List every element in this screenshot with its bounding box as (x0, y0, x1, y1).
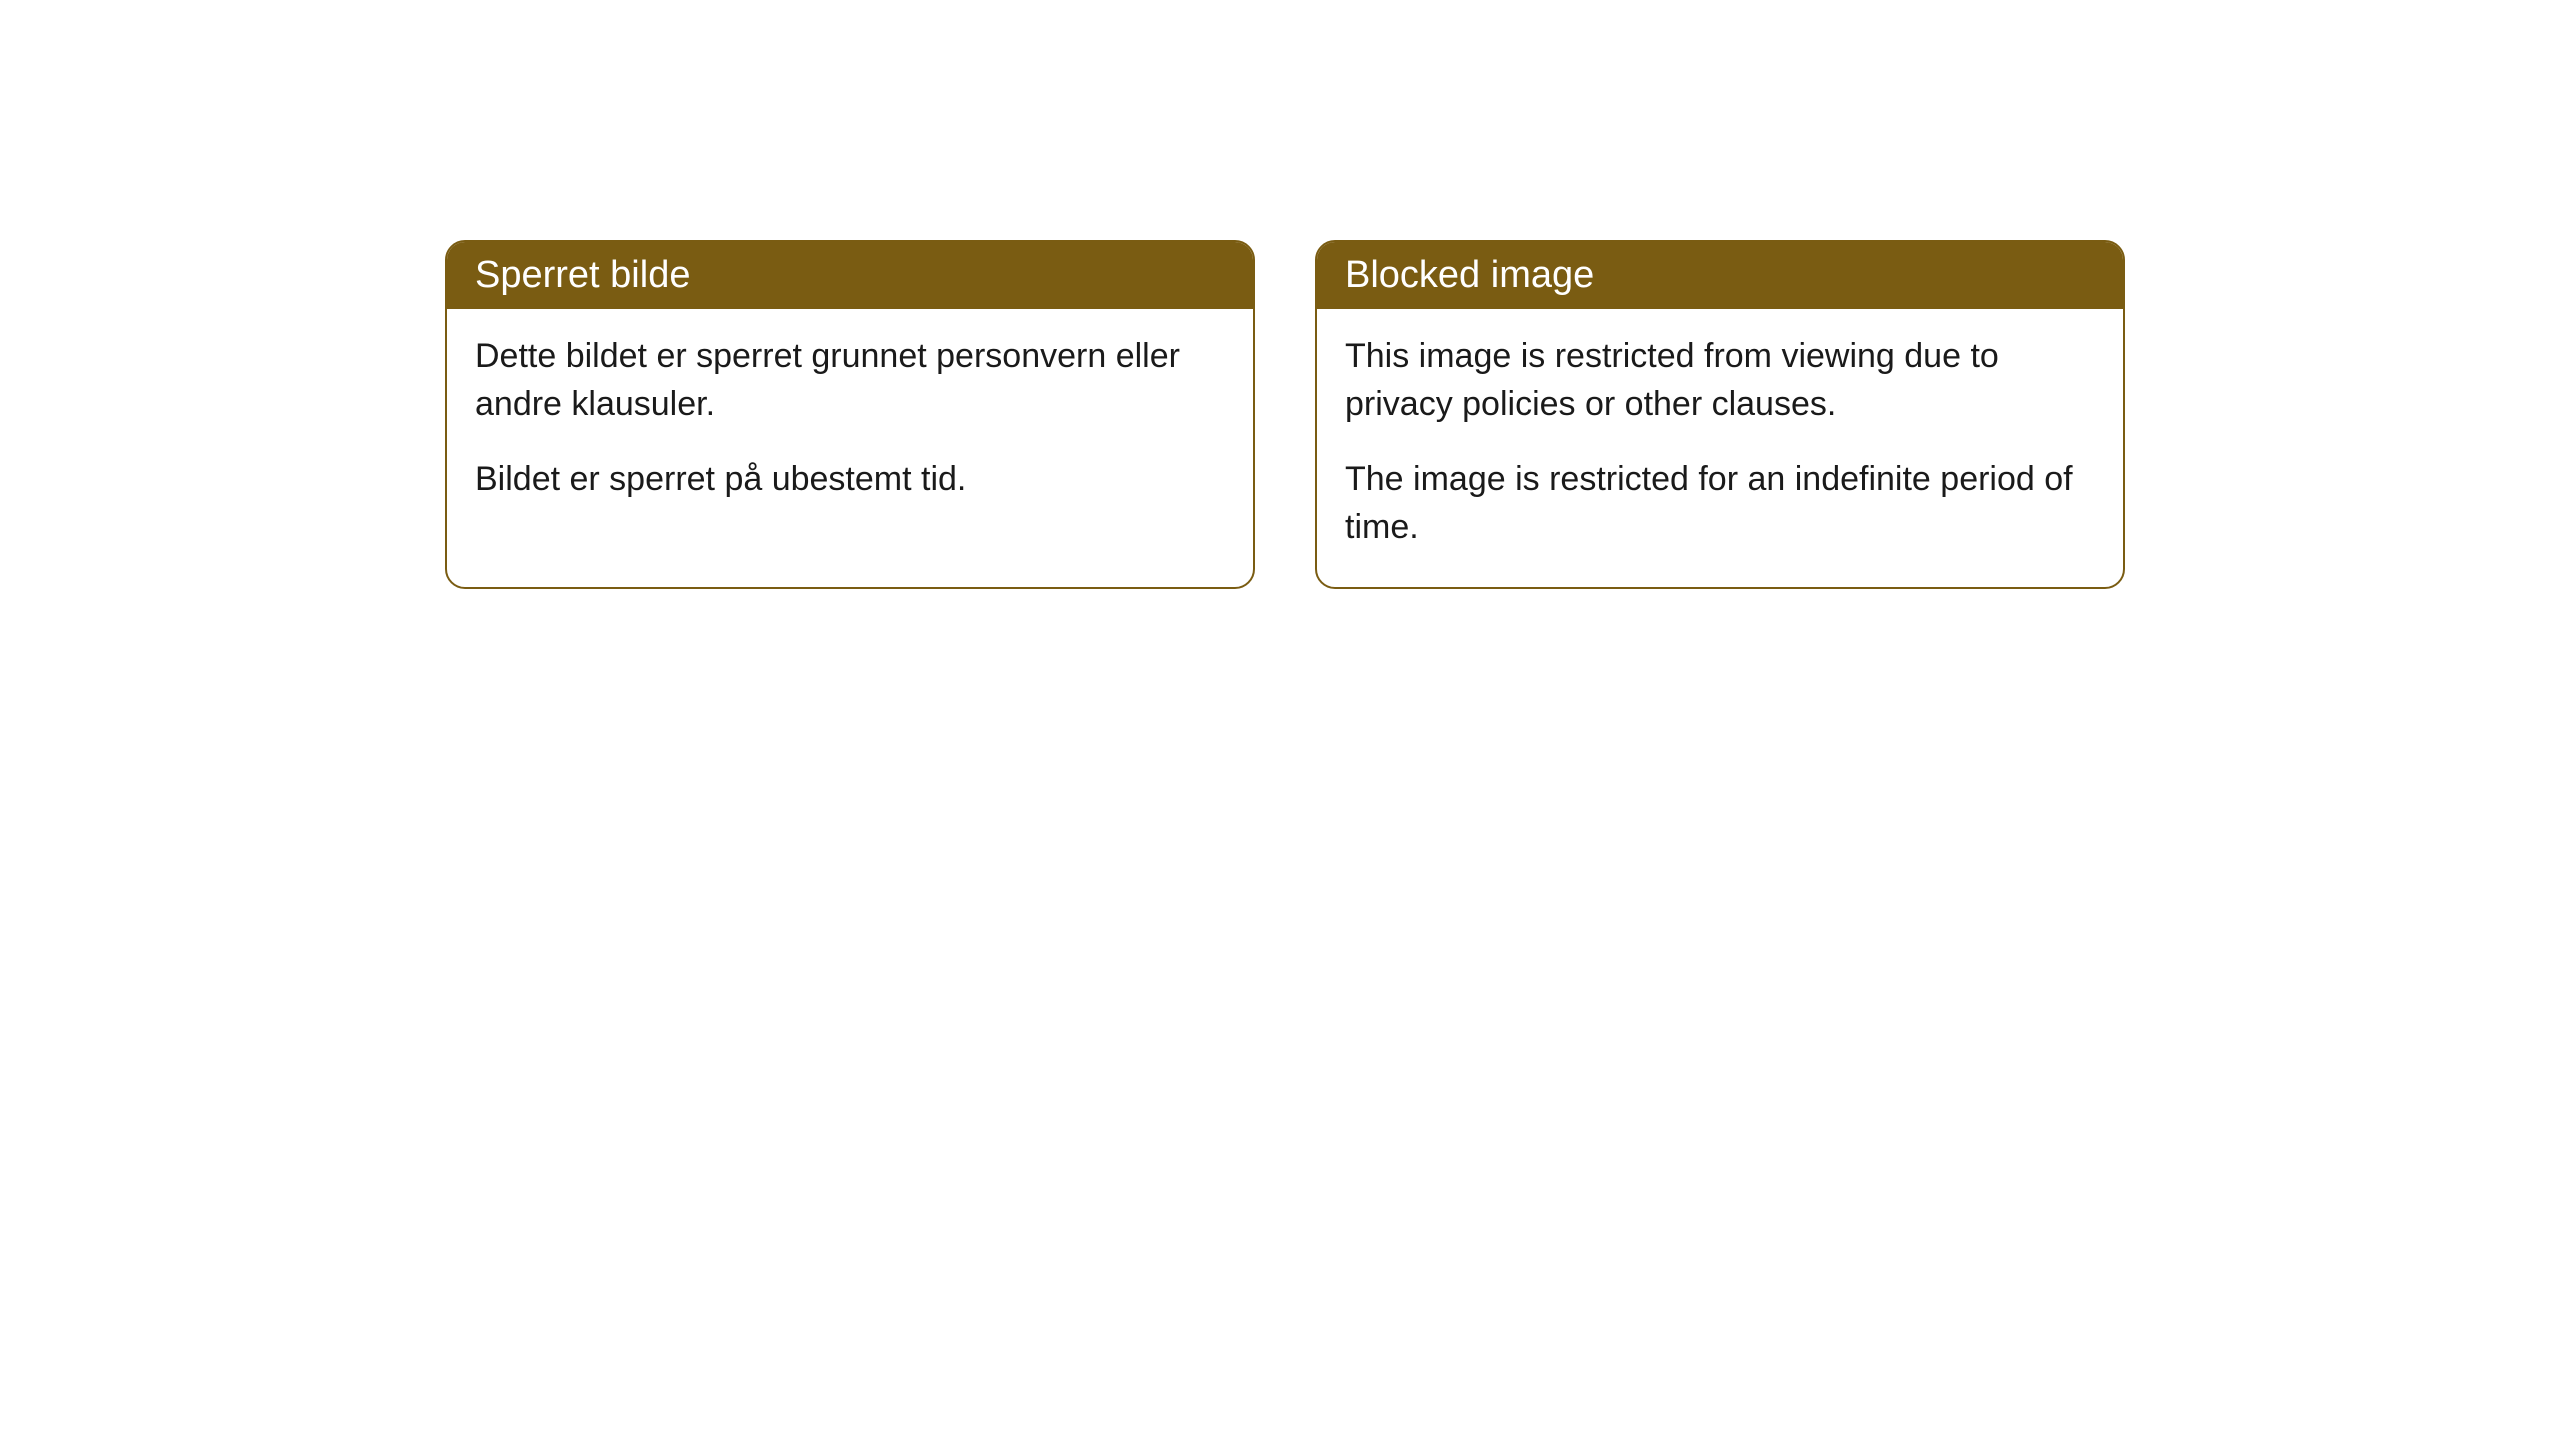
notice-text-line-1: Dette bildet er sperret grunnet personve… (475, 333, 1225, 428)
notice-card-english: Blocked image This image is restricted f… (1315, 240, 2125, 589)
card-header: Sperret bilde (447, 242, 1253, 309)
card-body: Dette bildet er sperret grunnet personve… (447, 309, 1253, 540)
card-header: Blocked image (1317, 242, 2123, 309)
notice-text-line-2: The image is restricted for an indefinit… (1345, 456, 2095, 551)
notice-card-norwegian: Sperret bilde Dette bildet er sperret gr… (445, 240, 1255, 589)
notice-text-line-2: Bildet er sperret på ubestemt tid. (475, 456, 1225, 504)
notice-text-line-1: This image is restricted from viewing du… (1345, 333, 2095, 428)
notice-container: Sperret bilde Dette bildet er sperret gr… (0, 0, 2560, 589)
card-body: This image is restricted from viewing du… (1317, 309, 2123, 587)
